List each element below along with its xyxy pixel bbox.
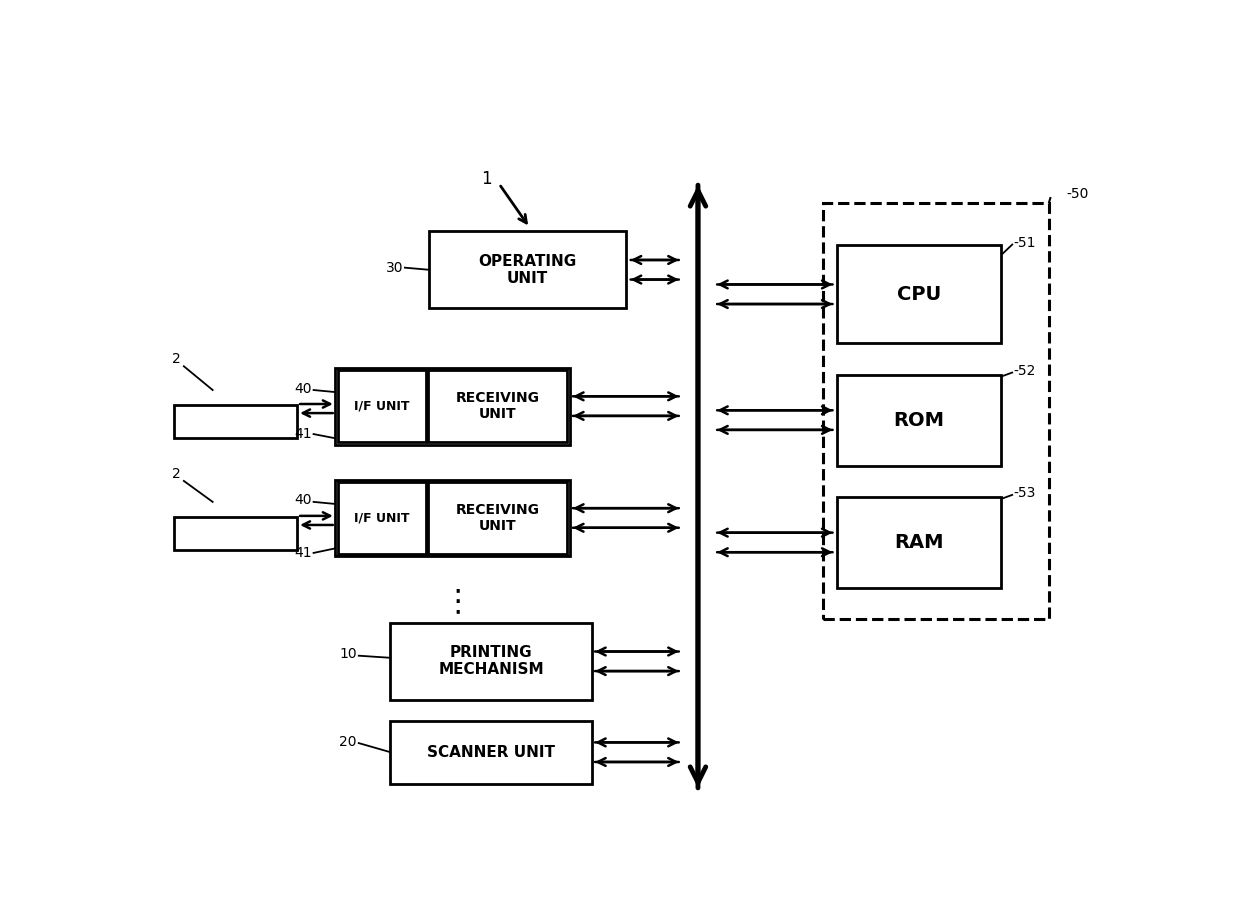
Text: SCANNER UNIT: SCANNER UNIT	[428, 745, 556, 760]
Text: PRINTING
MECHANISM: PRINTING MECHANISM	[439, 645, 544, 677]
Text: RAM: RAM	[894, 533, 944, 552]
Text: -52: -52	[1013, 364, 1035, 378]
Bar	[335, 368, 570, 445]
Text: RECEIVING
UNIT: RECEIVING UNIT	[455, 503, 539, 533]
Text: 20: 20	[340, 735, 357, 749]
Text: 40: 40	[294, 493, 311, 508]
Bar	[174, 517, 298, 550]
Text: ⋮: ⋮	[443, 587, 472, 617]
Text: -53: -53	[1013, 487, 1035, 500]
Text: CPU: CPU	[897, 285, 941, 304]
Text: 1: 1	[481, 170, 492, 188]
Bar	[823, 203, 1049, 619]
Text: 41: 41	[294, 546, 311, 560]
Text: -50: -50	[1066, 187, 1089, 202]
Text: ROM: ROM	[894, 410, 945, 429]
Bar	[174, 405, 298, 439]
Bar	[837, 497, 1001, 587]
Bar	[337, 481, 427, 554]
Text: 2: 2	[172, 467, 181, 481]
Bar	[837, 245, 1001, 343]
Bar	[428, 481, 567, 554]
Text: 10: 10	[340, 647, 357, 661]
Text: RECEIVING
UNIT: RECEIVING UNIT	[455, 391, 539, 421]
Text: -51: -51	[1013, 236, 1035, 251]
Bar	[391, 623, 593, 700]
Bar	[837, 375, 1001, 466]
Bar	[335, 479, 570, 557]
Text: OPERATING
UNIT: OPERATING UNIT	[479, 253, 577, 286]
Bar	[429, 232, 626, 308]
Text: 2: 2	[172, 352, 181, 366]
Text: 30: 30	[386, 261, 403, 274]
Text: I/F UNIT: I/F UNIT	[355, 400, 409, 412]
Text: I/F UNIT: I/F UNIT	[355, 511, 409, 525]
Bar	[428, 370, 567, 442]
Text: 40: 40	[294, 381, 311, 396]
Bar	[337, 370, 427, 442]
Bar	[391, 721, 593, 784]
Text: 41: 41	[294, 427, 311, 441]
